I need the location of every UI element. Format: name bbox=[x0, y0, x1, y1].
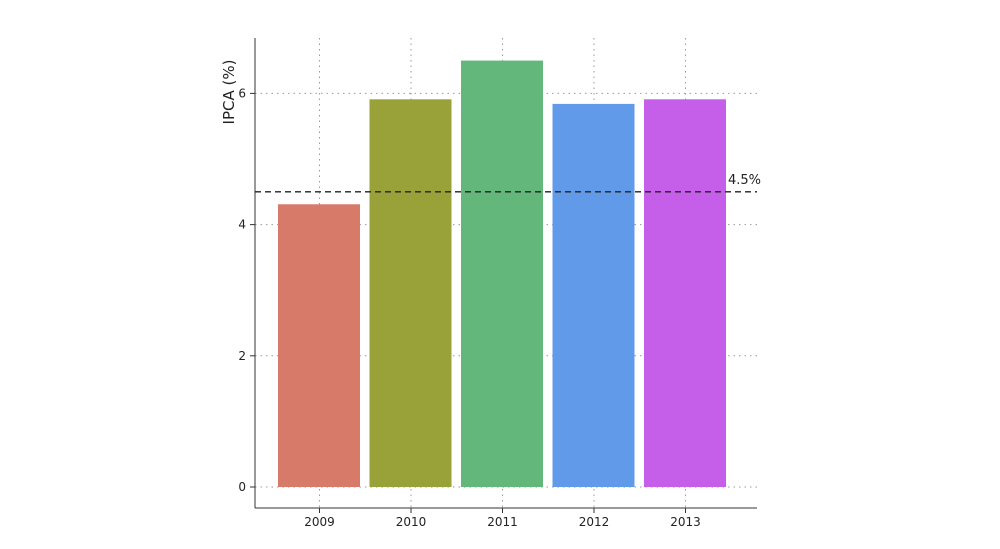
reference-layer: 4.5% bbox=[255, 173, 761, 193]
y-tick-label: 0 bbox=[238, 480, 246, 494]
y-axis-title: IPCA (%) bbox=[220, 60, 238, 125]
x-tick-label: 2013 bbox=[670, 515, 701, 529]
x-tick-label: 2010 bbox=[396, 515, 427, 529]
x-tick-label: 2011 bbox=[487, 515, 518, 529]
axis-layer: 0 2 4 6 2009 2010 2011 2012 2013 bbox=[238, 38, 757, 529]
y-tick-label: 6 bbox=[238, 86, 246, 100]
bar-2012 bbox=[552, 103, 635, 488]
y-tick-label: 2 bbox=[238, 349, 246, 363]
target-reference-label: 4.5% bbox=[728, 173, 761, 188]
x-tick-label: 2009 bbox=[304, 515, 335, 529]
bar-layer bbox=[278, 60, 726, 488]
y-tick-label: 4 bbox=[238, 218, 246, 232]
bar-2011 bbox=[461, 60, 543, 487]
bar-2010 bbox=[369, 99, 452, 487]
bar-2013 bbox=[644, 99, 726, 487]
bar-2009 bbox=[278, 204, 360, 487]
x-tick-label: 2012 bbox=[579, 515, 610, 529]
